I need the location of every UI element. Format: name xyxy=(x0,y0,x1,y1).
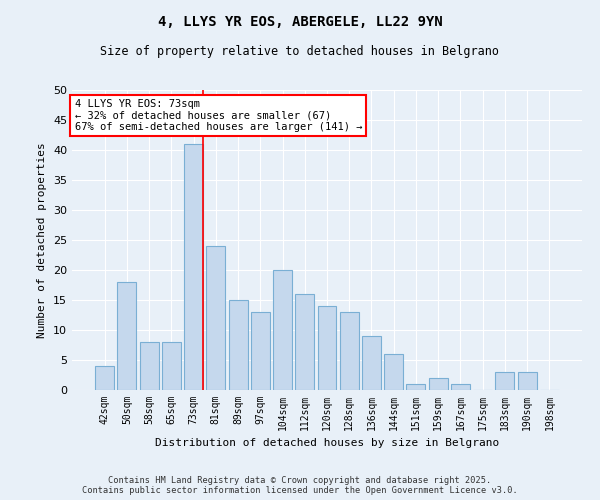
Bar xyxy=(140,342,158,390)
Bar xyxy=(340,312,359,390)
Text: Size of property relative to detached houses in Belgrano: Size of property relative to detached ho… xyxy=(101,45,499,58)
Y-axis label: Number of detached properties: Number of detached properties xyxy=(37,142,47,338)
Bar xyxy=(451,384,470,390)
Text: 4, LLYS YR EOS, ABERGELE, LL22 9YN: 4, LLYS YR EOS, ABERGELE, LL22 9YN xyxy=(158,15,442,29)
Bar xyxy=(118,282,136,390)
Bar xyxy=(295,294,314,390)
Bar xyxy=(184,144,203,390)
Bar xyxy=(496,372,514,390)
Bar xyxy=(251,312,270,390)
Bar xyxy=(162,342,181,390)
Bar xyxy=(95,366,114,390)
Bar xyxy=(273,270,292,390)
Bar xyxy=(362,336,381,390)
Bar xyxy=(518,372,536,390)
Text: Contains HM Land Registry data © Crown copyright and database right 2025.
Contai: Contains HM Land Registry data © Crown c… xyxy=(82,476,518,495)
Bar xyxy=(384,354,403,390)
Bar xyxy=(317,306,337,390)
Bar xyxy=(406,384,425,390)
Bar xyxy=(429,378,448,390)
X-axis label: Distribution of detached houses by size in Belgrano: Distribution of detached houses by size … xyxy=(155,438,499,448)
Text: 4 LLYS YR EOS: 73sqm
← 32% of detached houses are smaller (67)
67% of semi-detac: 4 LLYS YR EOS: 73sqm ← 32% of detached h… xyxy=(74,99,362,132)
Bar xyxy=(229,300,248,390)
Bar xyxy=(206,246,225,390)
